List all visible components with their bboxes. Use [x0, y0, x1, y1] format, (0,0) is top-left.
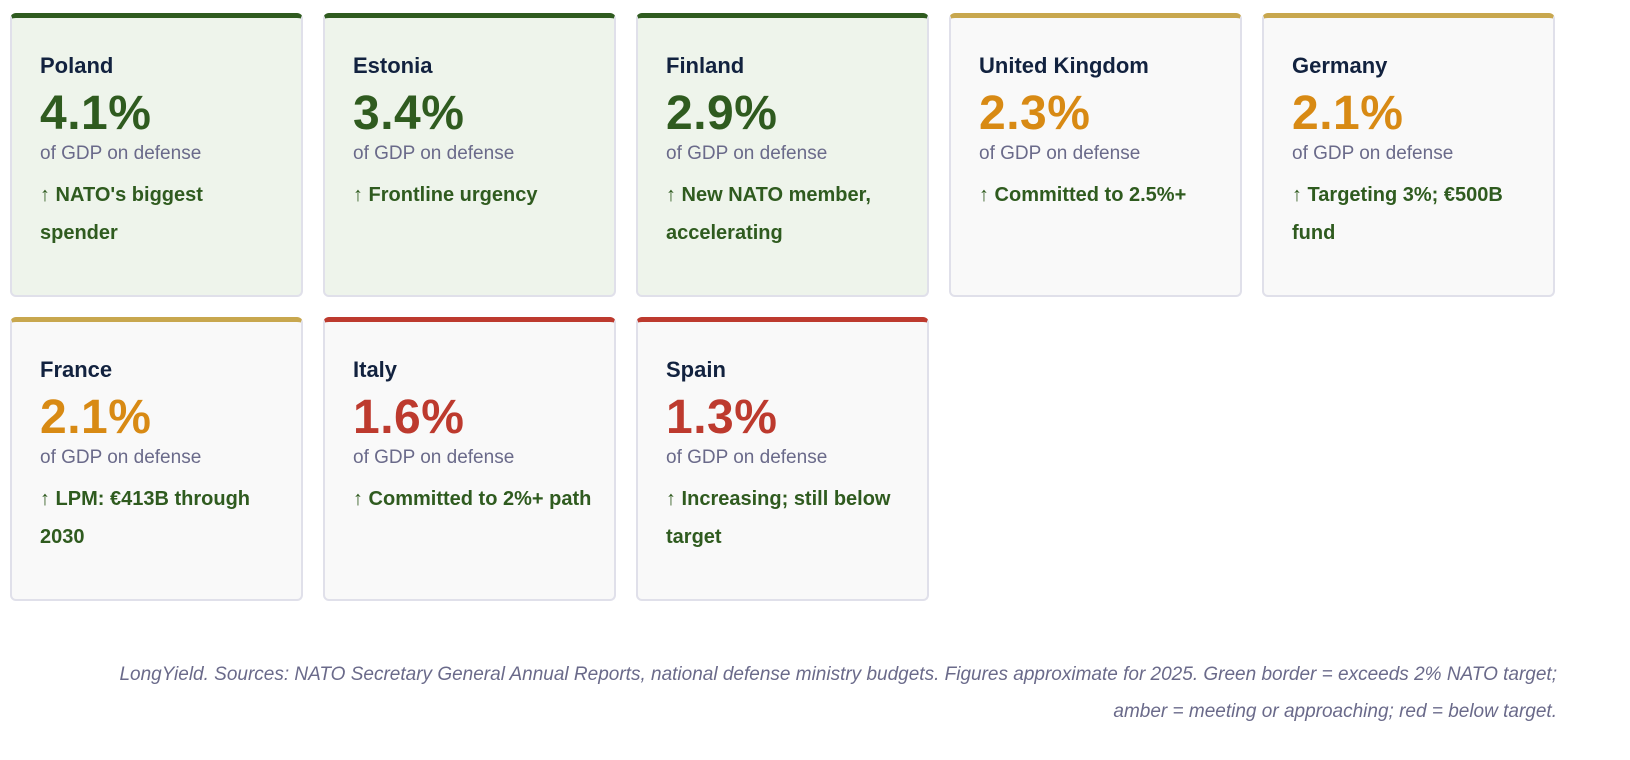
country-name: Italy — [353, 357, 398, 382]
country-name: Spain — [666, 357, 726, 382]
country-card-grid: Poland 4.1% of GDP on defense ↑ NATO's b… — [10, 13, 1555, 601]
trend-note: ↑ Frontline urgency — [353, 184, 538, 206]
gdp-percent: 1.3% — [666, 391, 778, 444]
gdp-percent: 2.9% — [666, 87, 778, 140]
trend-note: ↑ Committed to 2.5%+ — [979, 184, 1187, 206]
value-caption: of GDP on defense — [353, 447, 515, 468]
trend-note: ↑ LPM: €413B through 2030 — [40, 488, 251, 548]
country-card-germany: Germany 2.1% of GDP on defense ↑ Targeti… — [1262, 13, 1555, 297]
trend-note: ↑ NATO's biggest spender — [40, 184, 203, 244]
country-card-spain: Spain 1.3% of GDP on defense ↑ Increasin… — [636, 317, 929, 601]
country-card-united-kingdom: United Kingdom 2.3% of GDP on defense ↑ … — [949, 13, 1242, 297]
country-name: Poland — [40, 53, 114, 78]
country-card-poland: Poland 4.1% of GDP on defense ↑ NATO's b… — [10, 13, 303, 297]
gdp-percent: 1.6% — [353, 391, 465, 444]
value-caption: of GDP on defense — [979, 143, 1141, 164]
gdp-percent: 2.3% — [979, 87, 1091, 140]
gdp-percent: 4.1% — [40, 87, 152, 140]
value-caption: of GDP on defense — [1292, 143, 1454, 164]
value-caption: of GDP on defense — [353, 143, 515, 164]
trend-note: ↑ New NATO member, accelerating — [666, 184, 871, 244]
country-card-italy: Italy 1.6% of GDP on defense ↑ Committed… — [323, 317, 616, 601]
country-name: United Kingdom — [979, 53, 1149, 78]
gdp-percent: 2.1% — [1292, 87, 1404, 140]
value-caption: of GDP on defense — [40, 447, 202, 468]
footnote: LongYield. Sources: NATO Secretary Gener… — [119, 664, 1557, 722]
gdp-percent: 3.4% — [353, 87, 465, 140]
country-card-france: France 2.1% of GDP on defense ↑ LPM: €41… — [10, 317, 303, 601]
country-card-estonia: Estonia 3.4% of GDP on defense ↑ Frontli… — [323, 13, 616, 297]
country-name: Germany — [1292, 53, 1388, 78]
gdp-percent: 2.1% — [40, 391, 152, 444]
trend-note: ↑ Increasing; still below target — [666, 488, 891, 548]
trend-note: ↑ Committed to 2%+ path — [353, 488, 592, 510]
value-caption: of GDP on defense — [40, 143, 202, 164]
country-name: Finland — [666, 53, 745, 78]
country-card-finland: Finland 2.9% of GDP on defense ↑ New NAT… — [636, 13, 929, 297]
country-name: France — [40, 357, 113, 382]
value-caption: of GDP on defense — [666, 143, 828, 164]
value-caption: of GDP on defense — [666, 447, 828, 468]
country-name: Estonia — [353, 53, 433, 78]
trend-note: ↑ Targeting 3%; €500B fund — [1292, 184, 1503, 244]
